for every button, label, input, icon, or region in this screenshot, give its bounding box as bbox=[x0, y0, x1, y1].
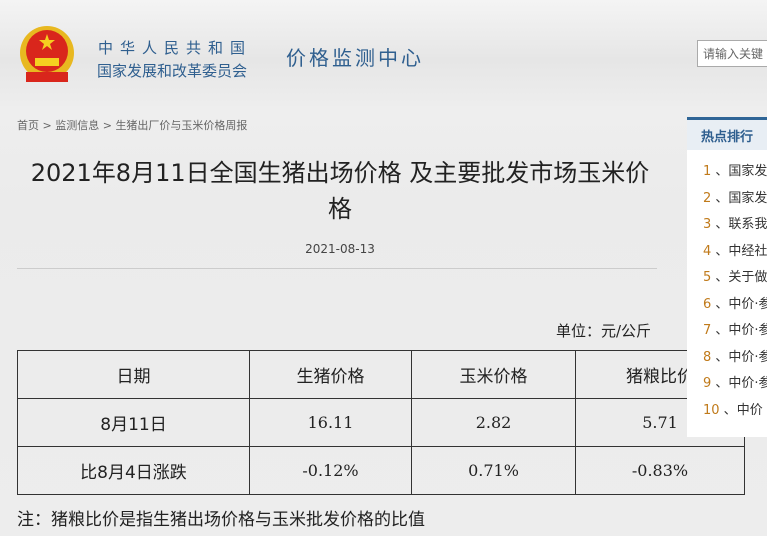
hot-item-number: 5 bbox=[703, 270, 712, 285]
hot-item[interactable]: 1 、国家发 bbox=[703, 164, 767, 179]
hot-item[interactable]: 4 、中经社 bbox=[703, 243, 767, 259]
hot-item-label[interactable]: 中经社 bbox=[728, 243, 767, 259]
hot-item-label[interactable]: 中价·参 bbox=[728, 376, 767, 391]
table-note: 注：猪粮比价是指生猪出场价格与玉米批发价格的比值 bbox=[17, 510, 425, 530]
hot-item-number: 10 bbox=[703, 402, 720, 418]
table-row: 比8月4日涨跌 -0.12% 0.71% -0.83% bbox=[17, 446, 745, 495]
hot-item-number: 2 bbox=[703, 190, 712, 206]
hot-item-number: 4 bbox=[703, 243, 712, 259]
hot-item-label[interactable]: 国家发 bbox=[728, 164, 767, 179]
price-table: 日期 生猪价格 玉米价格 猪粮比价 8月11日 16.11 2.82 5.71 … bbox=[17, 350, 745, 495]
hot-item-label[interactable]: 中价·参 bbox=[728, 349, 767, 365]
header-date: 日期 bbox=[17, 350, 250, 399]
unit-label: 单位：元/公斤 bbox=[556, 322, 652, 340]
hot-item[interactable]: 7 、中价·参 bbox=[687, 319, 767, 346]
hot-item[interactable]: 5 、关于做 bbox=[703, 270, 767, 285]
hot-item[interactable]: 8 、中价·参 bbox=[687, 346, 767, 373]
hot-ranking-panel: 热点排行 1 、国家发 2 、国家发 3 、联系我 4 、中经社 5 、关于做 6 、中价… bbox=[687, 117, 767, 437]
header-hog-price: 生猪价格 bbox=[249, 350, 412, 399]
cell: -0.12% bbox=[249, 446, 412, 495]
hot-item-number: 8 bbox=[703, 349, 712, 365]
hot-item-label[interactable]: 联系我 bbox=[728, 217, 767, 232]
header-corn-price: 玉米价格 bbox=[411, 350, 576, 399]
hot-item-label[interactable]: 国家发 bbox=[728, 190, 767, 206]
hot-item-label[interactable]: 中价 bbox=[736, 402, 763, 418]
hot-item-number: 1 bbox=[703, 164, 712, 179]
cell: 2.82 bbox=[411, 398, 576, 447]
hot-item[interactable]: 2 、国家发 bbox=[703, 190, 767, 206]
table-header-row: 日期 生猪价格 玉米价格 猪粮比价 bbox=[17, 350, 745, 399]
divider bbox=[17, 268, 657, 269]
org-name-line2: 国家发展和改革委员会 bbox=[97, 62, 248, 80]
hot-item[interactable]: 3 、联系我 bbox=[703, 217, 767, 232]
national-emblem-icon bbox=[20, 26, 74, 82]
cell: 0.71% bbox=[411, 446, 576, 495]
hot-item[interactable]: 6 、中价·参 bbox=[687, 293, 767, 320]
breadcrumb: 首页 > 监测信息 > 生猪出厂价与玉米价格周报 bbox=[17, 119, 248, 132]
hot-item-number: 6 bbox=[703, 296, 712, 312]
hot-item-number: 3 bbox=[703, 217, 712, 232]
hot-item-label[interactable]: 中价·参 bbox=[728, 323, 767, 338]
hot-item-number: 7 bbox=[703, 323, 712, 338]
breadcrumb-monitoring[interactable]: 监测信息 bbox=[55, 119, 100, 132]
cell: 8月11日 bbox=[17, 398, 250, 447]
breadcrumb-home[interactable]: 首页 bbox=[17, 119, 39, 132]
hot-item[interactable]: 10 、中价 bbox=[703, 402, 763, 418]
table-row: 8月11日 16.11 2.82 5.71 bbox=[17, 398, 745, 447]
article-title: 2021年8月11日全国生猪出场价格 及主要批发市场玉米价格 bbox=[30, 159, 650, 223]
hot-item-label[interactable]: 中价·参 bbox=[728, 296, 767, 312]
search-input[interactable]: 请输入关键 bbox=[697, 40, 767, 67]
org-name-line1: 中华人民共和国 bbox=[98, 39, 253, 57]
article-date: 2021-08-13 bbox=[305, 242, 375, 256]
hot-item-label[interactable]: 关于做 bbox=[728, 270, 767, 285]
site-name[interactable]: 价格监测中心 bbox=[286, 46, 424, 70]
hot-item-number: 9 bbox=[703, 376, 712, 391]
hot-item[interactable]: 9 、中价·参 bbox=[687, 372, 767, 399]
cell: -0.83% bbox=[575, 446, 745, 495]
cell: 比8月4日涨跌 bbox=[17, 446, 250, 495]
breadcrumb-weekly-report[interactable]: 生猪出厂价与玉米价格周报 bbox=[115, 119, 248, 132]
hot-ranking-title: 热点排行 bbox=[687, 120, 767, 150]
cell: 16.11 bbox=[249, 398, 412, 447]
